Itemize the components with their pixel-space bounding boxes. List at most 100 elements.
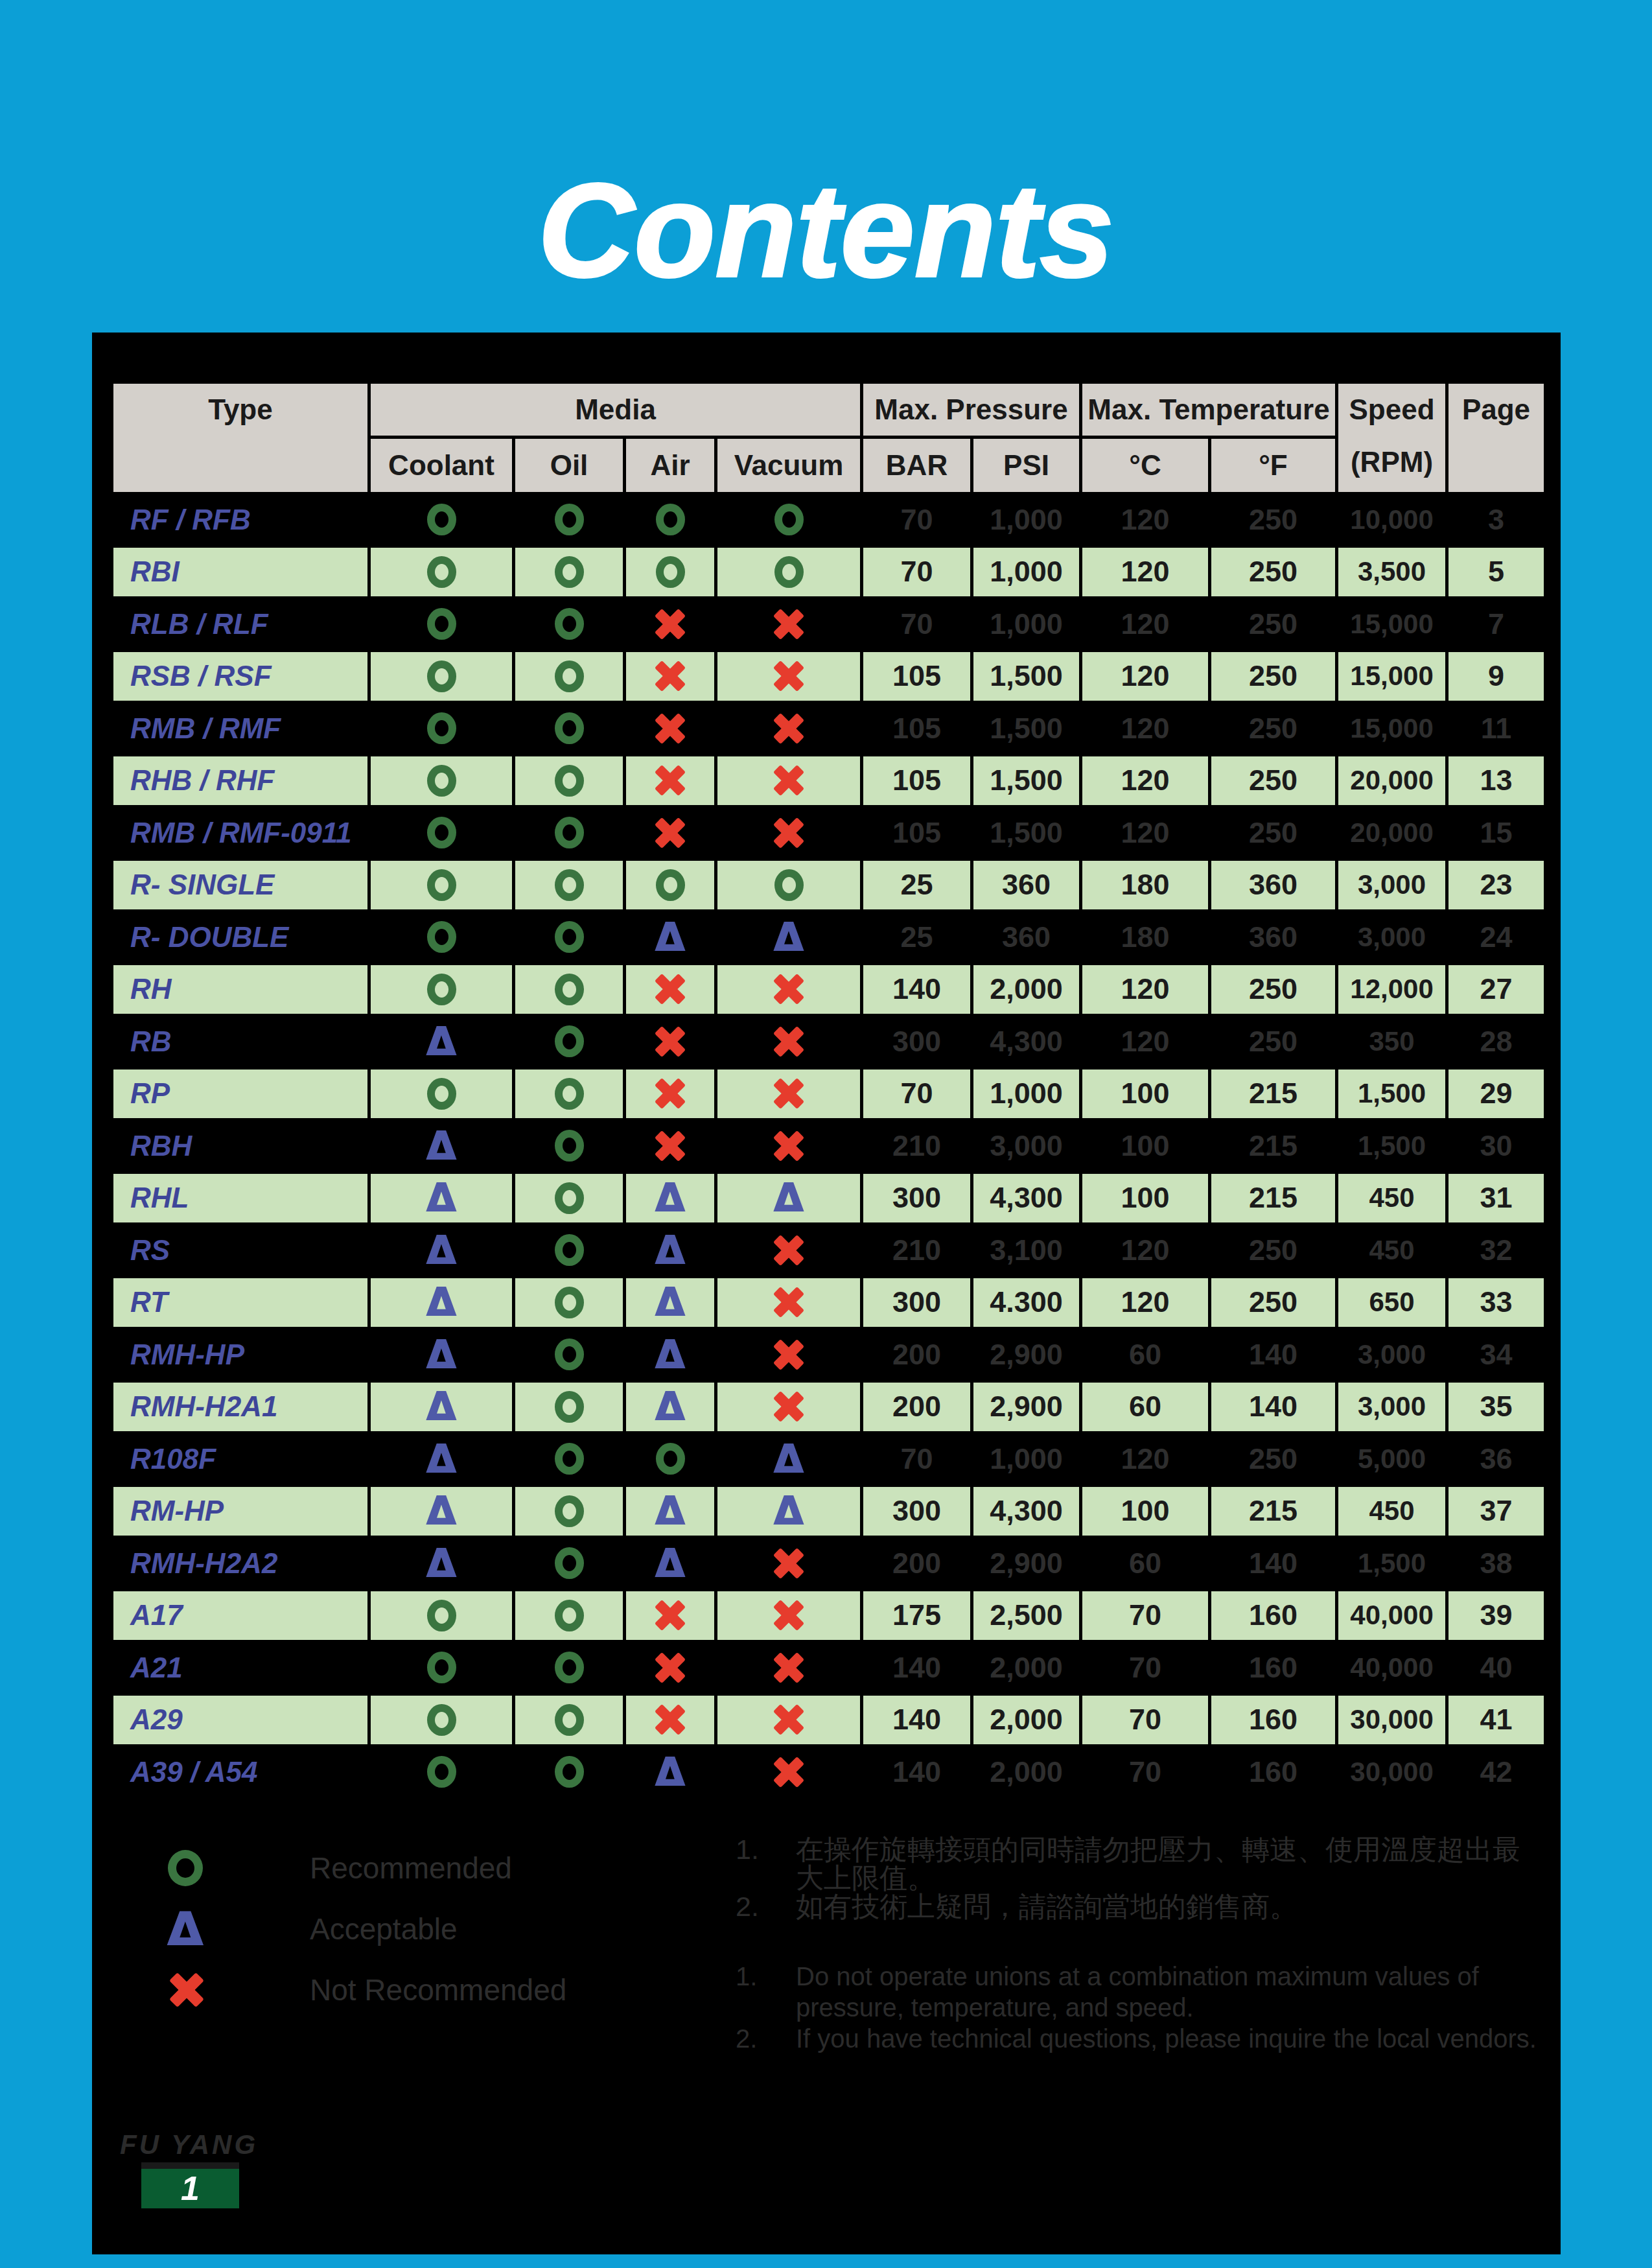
contents-table: Type Media Max. Pressure Max. Temperatur…	[110, 380, 1547, 1800]
celsius-cell: 100	[1081, 1172, 1210, 1224]
celsius-cell: 120	[1081, 1224, 1210, 1277]
recommended-icon	[555, 1025, 584, 1057]
not-recommended-icon	[773, 713, 805, 744]
celsius-cell: 120	[1081, 807, 1210, 859]
table-row: RBHΔ2103,0001002151,50030	[112, 1120, 1546, 1173]
media-cell	[716, 1224, 862, 1277]
bar-cell: 300	[862, 1172, 972, 1224]
media-cell	[514, 598, 625, 651]
contents-panel: Type Media Max. Pressure Max. Temperatur…	[92, 333, 1561, 2254]
media-cell	[625, 1694, 716, 1746]
media-cell	[514, 1746, 625, 1799]
page-cell: 39	[1447, 1589, 1546, 1642]
media-cell	[514, 1381, 625, 1433]
recommended-icon	[555, 1391, 584, 1423]
media-cell: Δ	[716, 911, 862, 964]
speed-cell: 20,000	[1337, 754, 1447, 807]
speed-cell: 650	[1337, 1276, 1447, 1329]
speed-cell: 3,000	[1337, 1329, 1447, 1381]
media-cell: Δ	[369, 1485, 514, 1537]
table-row: RMH-H2A1ΔΔ2002,900601403,00035	[112, 1381, 1546, 1433]
legend-label: Not Recommended	[203, 1972, 566, 2007]
celsius-cell: 60	[1081, 1329, 1210, 1381]
table-row: RBI701,0001202503,5005	[112, 546, 1546, 598]
acceptable-icon: Δ	[656, 1388, 685, 1425]
acceptable-icon: Δ	[774, 1440, 804, 1478]
recommended-icon	[427, 1756, 456, 1788]
speed-cell: 3,500	[1337, 546, 1447, 598]
table-row: RMH-H2A2ΔΔ2002,900601401,50038	[112, 1537, 1546, 1590]
table-row: RSΔΔ2103,10012025045032	[112, 1224, 1546, 1277]
speed-cell: 20,000	[1337, 807, 1447, 859]
speed-cell: 15,000	[1337, 650, 1447, 703]
recommended-icon	[555, 1182, 584, 1214]
type-cell: RMH-HP	[112, 1329, 369, 1381]
recommended-icon	[656, 869, 685, 901]
recommended-icon	[774, 869, 804, 901]
table-row: A39 / A54Δ1402,0007016030,00042	[112, 1746, 1546, 1799]
col-header-max-temperature: Max. Temperature	[1081, 382, 1337, 438]
speed-cell: 15,000	[1337, 598, 1447, 651]
not-recommended-icon	[773, 609, 805, 640]
media-cell: Δ	[369, 1120, 514, 1173]
celsius-cell: 70	[1081, 1642, 1210, 1694]
media-cell	[716, 1276, 862, 1329]
celsius-cell: 120	[1081, 754, 1210, 807]
fahrenheit-cell: 215	[1210, 1485, 1337, 1537]
type-cell: RHL	[112, 1172, 369, 1224]
recommended-icon	[555, 1234, 584, 1266]
media-cell	[716, 1329, 862, 1381]
legend-item: Not Recommended	[92, 1959, 675, 2020]
col-header-media: Media	[369, 382, 862, 438]
fahrenheit-cell: 250	[1210, 1433, 1337, 1486]
media-cell	[514, 650, 625, 703]
media-cell	[716, 1068, 862, 1120]
not-recommended-icon	[654, 713, 686, 744]
media-cell	[514, 859, 625, 911]
recommended-icon	[555, 974, 584, 1005]
not-recommended-icon	[773, 1652, 805, 1683]
legend: RecommendedΔAcceptableNot Recommended	[92, 1838, 675, 2020]
speed-cell: 40,000	[1337, 1589, 1447, 1642]
psi-cell: 2,000	[972, 1746, 1081, 1799]
type-cell: RHB / RHF	[112, 754, 369, 807]
media-cell	[514, 1589, 625, 1642]
acceptable-icon: Δ	[427, 1283, 456, 1321]
recommended-icon	[168, 1850, 203, 1886]
celsius-cell: 120	[1081, 650, 1210, 703]
acceptable-icon: Δ	[168, 1906, 203, 1952]
celsius-cell: 60	[1081, 1537, 1210, 1590]
media-cell	[369, 703, 514, 755]
media-cell: Δ	[716, 1433, 862, 1486]
media-cell	[716, 703, 862, 755]
notes: 1.在操作旋轉接頭的同時請勿把壓力、轉速、使用溫度超出最大上限值。2.如有技術上…	[736, 1835, 1539, 2054]
media-cell	[716, 1746, 862, 1799]
media-cell	[514, 1120, 625, 1173]
acceptable-icon: Δ	[656, 1232, 685, 1269]
recommended-icon	[427, 1704, 456, 1736]
media-cell: Δ	[369, 1172, 514, 1224]
media-cell	[716, 1694, 862, 1746]
recommended-icon	[427, 556, 456, 588]
page-number-box: 1	[141, 2162, 239, 2208]
table-row: RMH-HPΔΔ2002,900601403,00034	[112, 1329, 1546, 1381]
recommended-icon	[555, 1547, 584, 1579]
page-cell: 37	[1447, 1485, 1546, 1537]
media-cell	[369, 1642, 514, 1694]
celsius-cell: 70	[1081, 1589, 1210, 1642]
legend-label: Recommended	[203, 1851, 512, 1886]
media-cell	[625, 1642, 716, 1694]
fahrenheit-cell: 250	[1210, 1276, 1337, 1329]
psi-cell: 4,300	[972, 1172, 1081, 1224]
col-header-vacuum: Vacuum	[716, 438, 862, 494]
speed-cell: 40,000	[1337, 1642, 1447, 1694]
type-cell: RF / RFB	[112, 494, 369, 546]
bar-cell: 70	[862, 494, 972, 546]
recommended-icon	[555, 608, 584, 640]
speed-cell: 450	[1337, 1172, 1447, 1224]
fahrenheit-cell: 160	[1210, 1746, 1337, 1799]
not-recommended-icon	[773, 1548, 805, 1579]
not-recommended-icon	[773, 817, 805, 848]
col-header-page: Page	[1447, 382, 1546, 494]
psi-cell: 1,500	[972, 650, 1081, 703]
